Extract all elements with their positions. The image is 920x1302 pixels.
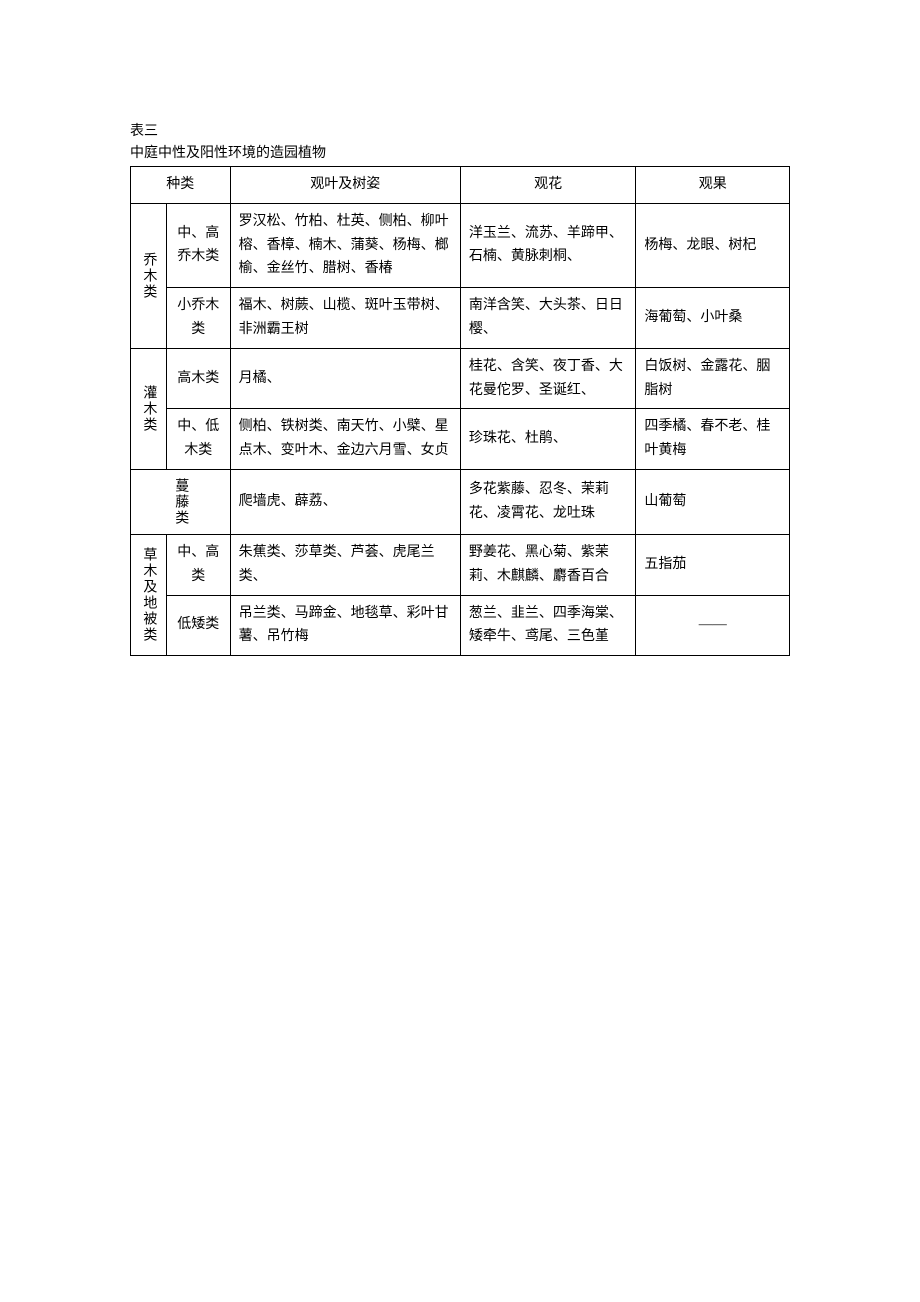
cell-fruit: 海葡萄、小叶桑 bbox=[636, 288, 790, 349]
sub-category: 高木类 bbox=[166, 348, 230, 409]
cell-flower: 南洋含笑、大头茶、日日樱、 bbox=[460, 288, 636, 349]
sub-category: 小乔木 类 bbox=[166, 288, 230, 349]
table-row: 灌木类 高木类 月橘、 桂花、含笑、夜丁香、大花曼佗罗、圣诞红、 白饭树、金露花… bbox=[131, 348, 790, 409]
sub-category: 中、高类 bbox=[166, 534, 230, 595]
sub-category: 中、低木类 bbox=[166, 409, 230, 470]
sub-category: 低矮类 bbox=[166, 595, 230, 656]
group-name: 乔木类 bbox=[131, 203, 167, 348]
cell-flower: 野姜花、黑心菊、紫茉莉、木麒麟、麝香百合 bbox=[460, 534, 636, 595]
cell-fruit: —— bbox=[636, 595, 790, 656]
table-row: 低矮类 吊兰类、马蹄金、地毯草、彩叶甘薯、吊竹梅 葱兰、韭兰、四季海棠、矮牵牛、… bbox=[131, 595, 790, 656]
cell-flower: 珍珠花、杜鹃、 bbox=[460, 409, 636, 470]
cell-leaf: 福木、树蕨、山榄、斑叶玉带树、非洲霸王树 bbox=[230, 288, 460, 349]
cell-leaf: 月橘、 bbox=[230, 348, 460, 409]
cell-fruit: 山葡萄 bbox=[636, 469, 790, 534]
table-row: 乔木类 中、高乔木类 罗汉松、竹柏、杜英、侧柏、柳叶榕、香樟、楠木、蒲葵、杨梅、… bbox=[131, 203, 790, 287]
cell-flower: 桂花、含笑、夜丁香、大花曼佗罗、圣诞红、 bbox=[460, 348, 636, 409]
header-fruit: 观果 bbox=[636, 167, 790, 204]
table-label: 表三 bbox=[130, 120, 790, 140]
cell-leaf: 朱蕉类、莎草类、芦荟、虎尾兰类、 bbox=[230, 534, 460, 595]
table-row: 中、低木类 侧柏、铁树类、南天竹、小檗、星点木、变叶木、金边六月雪、女贞 珍珠花… bbox=[131, 409, 790, 470]
cell-leaf: 吊兰类、马蹄金、地毯草、彩叶甘薯、吊竹梅 bbox=[230, 595, 460, 656]
cell-fruit: 四季橘、春不老、桂叶黄梅 bbox=[636, 409, 790, 470]
cell-fruit: 白饭树、金露花、胭脂树 bbox=[636, 348, 790, 409]
sub-category: 中、高乔木类 bbox=[166, 203, 230, 287]
table-subtitle: 中庭中性及阳性环境的造园植物 bbox=[130, 142, 790, 162]
table-row: 草木及地被类 中、高类 朱蕉类、莎草类、芦荟、虎尾兰类、 野姜花、黑心菊、紫茉莉… bbox=[131, 534, 790, 595]
cell-leaf: 爬墙虎、薜荔、 bbox=[230, 469, 460, 534]
cell-leaf: 罗汉松、竹柏、杜英、侧柏、柳叶榕、香樟、楠木、蒲葵、杨梅、榔榆、金丝竹、腊树、香… bbox=[230, 203, 460, 287]
group-name: 草木及地被类 bbox=[131, 534, 167, 655]
header-row: 种类 观叶及树姿 观花 观果 bbox=[131, 167, 790, 204]
cell-leaf: 侧柏、铁树类、南天竹、小檗、星点木、变叶木、金边六月雪、女贞 bbox=[230, 409, 460, 470]
group-name: 灌木类 bbox=[131, 348, 167, 469]
cell-flower: 葱兰、韭兰、四季海棠、矮牵牛、鸢尾、三色堇 bbox=[460, 595, 636, 656]
cell-fruit: 杨梅、龙眼、树杞 bbox=[636, 203, 790, 287]
plant-table: 种类 观叶及树姿 观花 观果 乔木类 中、高乔木类 罗汉松、竹柏、杜英、侧柏、柳… bbox=[130, 166, 790, 656]
table-row: 蔓藤类 爬墙虎、薜荔、 多花紫藤、忍冬、茉莉花、凌霄花、龙吐珠 山葡萄 bbox=[131, 469, 790, 534]
header-category: 种类 bbox=[131, 167, 231, 204]
cell-flower: 洋玉兰、流苏、羊蹄甲、石楠、黄脉刺桐、 bbox=[460, 203, 636, 287]
header-flower: 观花 bbox=[460, 167, 636, 204]
header-leaf: 观叶及树姿 bbox=[230, 167, 460, 204]
cell-flower: 多花紫藤、忍冬、茉莉花、凌霄花、龙吐珠 bbox=[460, 469, 636, 534]
cell-fruit: 五指茄 bbox=[636, 534, 790, 595]
table-row: 小乔木 类 福木、树蕨、山榄、斑叶玉带树、非洲霸王树 南洋含笑、大头茶、日日樱、… bbox=[131, 288, 790, 349]
group-name: 蔓藤类 bbox=[131, 469, 231, 534]
